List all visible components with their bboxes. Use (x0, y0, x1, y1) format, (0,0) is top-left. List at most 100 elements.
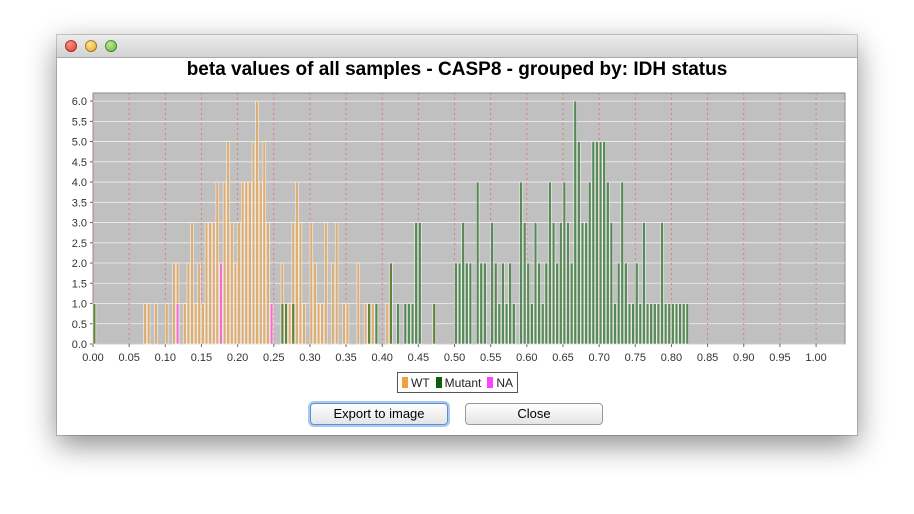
bar-wt (313, 262, 317, 345)
y-tick-label: 1.5 (72, 278, 87, 290)
bar-wt (248, 181, 252, 345)
bar-wt (342, 303, 346, 345)
bar-mutant (457, 262, 462, 345)
bar-mutant (616, 262, 621, 345)
bar-mutant (541, 303, 545, 345)
y-tick-label: 1.0 (72, 299, 87, 311)
bar-mutant (454, 262, 458, 345)
bar-mutant (635, 262, 639, 345)
maximize-icon[interactable] (105, 40, 117, 52)
legend-item-mutant: Mutant (435, 375, 482, 390)
export-to-image-button[interactable]: Export to image (310, 403, 448, 425)
bar-mutant (653, 303, 657, 345)
bar-wt (165, 303, 169, 345)
bar-wt (186, 262, 191, 345)
bar-wt (298, 222, 303, 345)
bar-mutant (606, 181, 610, 345)
bar-mutant (468, 262, 473, 345)
bar-mutant (667, 303, 671, 345)
bar-mutant (613, 303, 617, 345)
bar-wt (334, 222, 339, 345)
bar-mutant (501, 262, 505, 345)
bar-mutant (522, 222, 527, 345)
bar-mutant (389, 262, 393, 345)
legend-label: NA (496, 375, 514, 390)
bar-mutant (92, 303, 97, 345)
x-tick-label: 0.55 (480, 352, 501, 364)
bar-mutant (291, 303, 295, 345)
bar-mutant (569, 262, 574, 345)
bar-wt (371, 303, 375, 345)
bar-mutant (663, 303, 668, 345)
chart-legend: WT Mutant NA (397, 372, 519, 393)
bar-wt (197, 262, 201, 345)
x-tick-label: 0.70 (588, 352, 609, 364)
bar-mutant (595, 141, 599, 345)
bar-mutant (638, 303, 642, 345)
bar-mutant (530, 303, 534, 345)
window-titlebar (57, 35, 857, 58)
minimize-icon[interactable] (85, 40, 97, 52)
close-button[interactable]: Close (465, 403, 603, 425)
y-tick-label: 4.5 (72, 157, 87, 169)
histogram-chart: 0.0 0.5 1.0 1.5 2.0 2.5 3.0 3.5 4.0 4.5 5.0 5.5 6.0 0… (72, 92, 846, 364)
bar-mutant (483, 262, 487, 345)
bar-mutant (418, 222, 422, 345)
y-tick-label: 0.0 (72, 339, 87, 351)
bar-wt (385, 303, 389, 345)
y-tick-label: 5.5 (72, 116, 87, 128)
chart-window: beta values of all samples - CASP8 - gro… (57, 35, 857, 435)
bar-wt (222, 181, 227, 345)
bar-wt (240, 181, 245, 345)
bar-mutant (577, 141, 581, 345)
bar-mutant (465, 262, 469, 345)
bar-wt (233, 262, 238, 345)
bar-wt (266, 222, 270, 345)
x-tick-label: 0.50 (444, 352, 465, 364)
bar-wt (237, 222, 241, 345)
bar-wt (287, 303, 292, 345)
bar-wt (212, 222, 216, 345)
bar-wt (172, 262, 176, 345)
bar-wt (356, 262, 360, 345)
bar-wt (320, 303, 324, 345)
close-icon[interactable] (65, 40, 77, 52)
bar-mutant (584, 222, 588, 345)
bar-mutant (461, 222, 465, 345)
bar-mutant (494, 262, 498, 345)
x-tick-label: 0.60 (516, 352, 537, 364)
bar-mutant (609, 222, 614, 345)
bar-mutant (475, 181, 480, 345)
legend-label: Mutant (444, 375, 482, 390)
bar-mutant (367, 303, 371, 345)
bar-wt (226, 141, 230, 345)
bar-mutant (674, 303, 679, 345)
bar-wt (183, 303, 187, 345)
bar-wt (255, 100, 259, 345)
bar-wt (309, 222, 313, 345)
bar-wt (204, 222, 209, 345)
bar-mutant (504, 303, 509, 345)
bar-mutant (280, 303, 285, 345)
bar-mutant (544, 262, 548, 345)
bar-wt (215, 181, 219, 345)
bar-mutant (649, 303, 653, 345)
x-tick-label: 0.35 (335, 352, 356, 364)
bar-wt (193, 303, 198, 345)
bar-mutant (284, 303, 288, 345)
bar-mutant (555, 262, 559, 345)
bar-mutant (631, 303, 635, 345)
bar-wt (345, 303, 350, 345)
y-tick-label: 3.0 (72, 218, 87, 230)
y-tick-label: 6.0 (72, 96, 87, 108)
bar-mutant (645, 303, 650, 345)
bar-mutant (396, 303, 400, 345)
bar-wt (262, 141, 266, 345)
chart-title: beta values of all samples - CASP8 - gro… (186, 59, 728, 80)
x-tick-label: 0.65 (552, 352, 573, 364)
bar-mutant (497, 303, 501, 345)
bar-mutant (685, 303, 689, 345)
bar-wt (201, 303, 205, 345)
bar-mutant (642, 222, 646, 345)
bar-mutant (624, 262, 628, 345)
